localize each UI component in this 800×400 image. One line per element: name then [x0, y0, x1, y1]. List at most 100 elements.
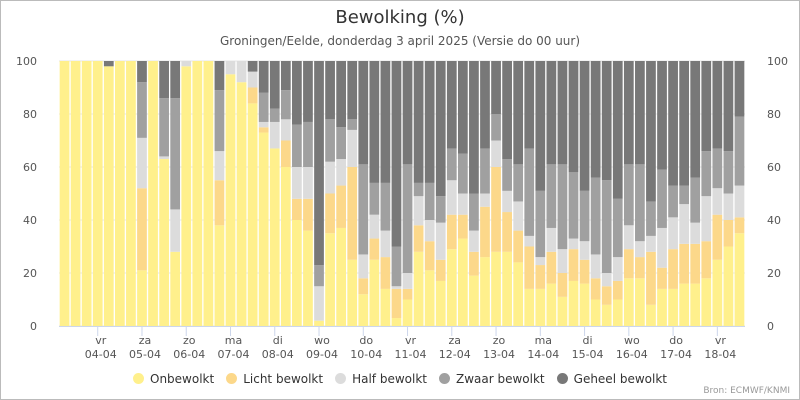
legend-item[interactable]: Licht bewolkt: [226, 372, 323, 386]
bar-segment: [170, 98, 181, 210]
x-tick-day: zo: [183, 334, 196, 347]
bar-segment: [292, 167, 302, 199]
legend-marker-icon: [133, 373, 144, 384]
bar-segment: [292, 198, 302, 220]
legend-item[interactable]: Onbewolkt: [133, 372, 214, 386]
bar-segment: [657, 61, 667, 170]
bar-segment: [369, 61, 380, 183]
bar-segment: [579, 259, 590, 284]
bar-segment: [446, 148, 457, 181]
bar-segment: [258, 92, 269, 122]
bar-segment: [712, 259, 723, 326]
x-tick-day: di: [273, 334, 283, 347]
bar-segment: [712, 61, 723, 149]
bar-segment: [469, 230, 479, 252]
bar-segment: [314, 61, 324, 266]
bar-segment: [369, 214, 380, 239]
bar-segment: [690, 222, 701, 244]
bar-segment: [480, 148, 490, 194]
bar-segment: [601, 180, 612, 273]
bar-segment: [424, 220, 435, 242]
bar-segment: [380, 288, 391, 326]
bar-segment: [734, 233, 745, 326]
x-tick-day: vr: [95, 334, 107, 347]
bar-segment: [358, 61, 369, 165]
chart-title: Bewolking (%): [335, 7, 465, 28]
bar-segment: [258, 127, 269, 133]
bar-segment: [181, 61, 192, 67]
bar-segment: [280, 61, 291, 91]
bar-segment: [712, 214, 723, 260]
bar-segment: [712, 148, 723, 189]
bar-segment: [358, 294, 369, 326]
bar-segment: [568, 61, 579, 173]
bar-segment: [380, 230, 391, 258]
bar-segment: [269, 61, 280, 109]
bar-segment: [457, 214, 468, 239]
bar-segment: [247, 103, 258, 327]
bar-segment: [280, 119, 291, 141]
bar-segment: [546, 283, 557, 326]
bar-segment: [347, 167, 358, 260]
legend: Onbewolkt Licht bewolkt Half bewolkt Zwaar …: [1, 372, 799, 386]
bar-segment: [214, 225, 225, 326]
bar-segment: [612, 280, 623, 300]
bar-segment: [192, 61, 203, 326]
bar-segment: [734, 217, 745, 234]
bar-segment: [701, 61, 712, 152]
bar-segment: [347, 259, 358, 326]
bar-segment: [369, 182, 380, 215]
bar-segment: [579, 241, 590, 260]
bar-segment: [557, 296, 568, 326]
bar-segment: [502, 212, 512, 252]
bar-segment: [524, 235, 535, 247]
bar-segment: [480, 61, 490, 149]
bar-segment: [103, 61, 114, 67]
bar-segment: [247, 71, 258, 88]
bar-segment: [546, 251, 557, 284]
bar-segment: [435, 280, 446, 326]
legend-item[interactable]: Geheel bewolkt: [556, 372, 667, 386]
bar-segment: [513, 201, 524, 231]
x-tick-day: za: [449, 334, 462, 347]
bar-segment: [314, 320, 324, 326]
bar-segment: [723, 151, 734, 194]
bar-segment: [413, 61, 424, 183]
x-tick-day: zo: [493, 334, 506, 347]
bar-segment: [303, 121, 313, 167]
bar-segment: [623, 225, 634, 250]
y-tick-label-left: 100: [16, 55, 37, 68]
bar-segment: [734, 116, 745, 186]
bar-segment: [446, 180, 457, 215]
bar-segment: [690, 177, 701, 223]
bar-segment: [601, 286, 612, 305]
bar-segment: [557, 61, 568, 165]
y-tick-label-right: 80: [767, 108, 781, 121]
bar-segment: [258, 132, 269, 326]
bar-segment: [469, 275, 479, 326]
bar-segment: [502, 159, 512, 191]
legend-item[interactable]: Half bewolkt: [335, 372, 427, 386]
bar-segment: [513, 230, 524, 263]
bar-segment: [380, 182, 391, 231]
x-tick-date: 13-04: [483, 348, 515, 361]
bar-segment: [314, 286, 324, 321]
bar-segment: [491, 114, 501, 141]
bar-segment: [646, 201, 656, 236]
bar-segment: [114, 61, 125, 326]
bar-segment: [137, 61, 147, 83]
legend-item[interactable]: Zwaar bewolkt: [439, 372, 545, 386]
bar-segment: [546, 164, 557, 228]
bar-segment: [491, 251, 501, 326]
bar-segment: [657, 169, 667, 228]
bar-segment: [679, 185, 690, 205]
bar-segment: [380, 61, 391, 183]
bar-segment: [535, 257, 546, 266]
bar-segment: [347, 119, 358, 130]
bar-segment: [635, 278, 645, 326]
bar-segment: [325, 61, 335, 120]
bar-segment: [391, 246, 402, 287]
bar-segment: [336, 185, 347, 228]
bar-segment: [601, 61, 612, 181]
